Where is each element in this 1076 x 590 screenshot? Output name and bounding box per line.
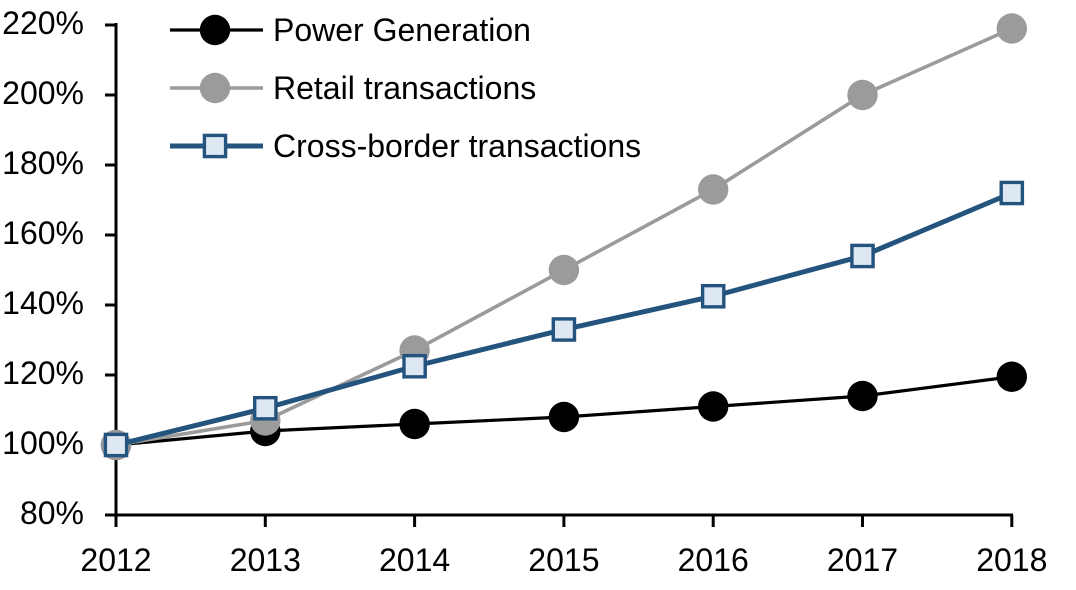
y-tick-label: 80% (20, 495, 84, 531)
data-point-marker (996, 13, 1027, 44)
y-tick-label: 100% (2, 425, 84, 461)
legend: Power Generation Retail transactions Cro… (170, 1, 641, 175)
data-point-marker (847, 380, 878, 412)
legend-marker-retail-transactions (170, 72, 263, 104)
data-point-marker (548, 401, 580, 433)
y-tick-label: 180% (2, 145, 84, 181)
data-point-marker (850, 243, 875, 269)
data-point-marker (698, 391, 729, 422)
y-tick-label: 200% (2, 75, 84, 111)
data-point-marker (199, 72, 231, 104)
legend-label: Retail transactions (273, 70, 537, 106)
legend-label: Cross-border transactions (273, 128, 642, 164)
legend-marker-cross-border-transactions (170, 133, 263, 159)
legend-item-power-generation: Power Generation (170, 1, 641, 59)
legend-marker-power-generation (170, 14, 263, 46)
x-tick-label: 2015 (528, 542, 599, 578)
data-point-marker (548, 254, 580, 286)
data-point-marker (999, 180, 1025, 206)
data-point-marker (402, 353, 427, 379)
data-point-marker (847, 79, 878, 111)
data-point-marker (551, 317, 577, 342)
data-point-marker (700, 283, 726, 309)
x-tick-label: 2014 (379, 542, 450, 578)
data-point-marker (399, 408, 430, 440)
y-tick-label: 160% (2, 215, 84, 251)
x-tick-label: 2018 (976, 542, 1047, 578)
x-tick-label: 2012 (80, 542, 151, 578)
y-tick-label: 220% (2, 5, 84, 41)
x-tick-label: 2017 (827, 542, 898, 578)
legend-item-retail-transactions: Retail transactions (170, 59, 641, 117)
data-point-marker (996, 361, 1027, 392)
y-tick-label: 140% (2, 285, 84, 321)
data-point-marker (199, 14, 231, 46)
legend-label: Power Generation (273, 12, 531, 48)
data-point-marker (103, 432, 129, 458)
y-tick-label: 120% (2, 355, 84, 391)
x-tick-label: 2013 (230, 542, 301, 578)
legend-item-cross-border-transactions: Cross-border transactions (170, 117, 641, 175)
data-point-marker (698, 174, 729, 205)
data-point-marker (252, 395, 278, 421)
x-tick-label: 2016 (678, 542, 749, 578)
data-point-marker (202, 133, 228, 159)
